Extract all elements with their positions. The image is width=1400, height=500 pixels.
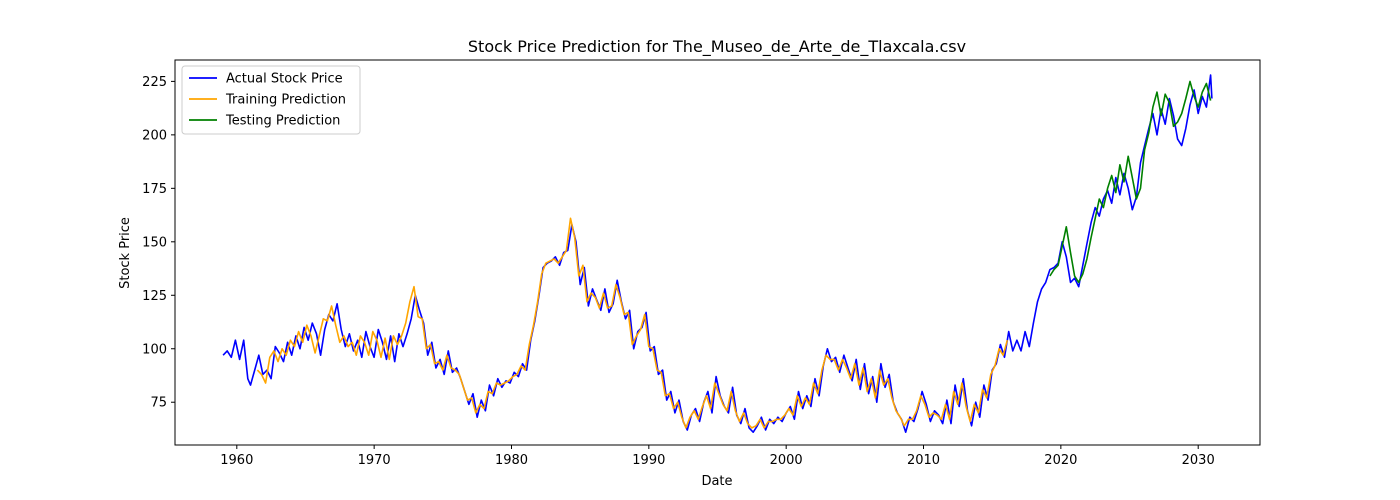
legend-label-actual-stock-price: Actual Stock Price (226, 72, 343, 87)
series-layer (222, 74, 1213, 434)
legend: Actual Stock Price Training Prediction Tes… (181, 65, 361, 135)
legend-label-testing-prediction: Testing Prediction (225, 114, 340, 129)
y-tick-label: 100 (142, 342, 167, 357)
x-tick-label: 2000 (770, 453, 803, 468)
y-tick-label: 150 (142, 235, 167, 250)
testing-prediction-line (1049, 80, 1212, 284)
plot-area (174, 59, 1261, 446)
x-tick-label: 1980 (495, 453, 528, 468)
x-tick-label: 2020 (1044, 453, 1077, 468)
y-tick-label: 225 (142, 75, 167, 90)
x-tick-label: 2010 (907, 453, 940, 468)
x-axis-title: Date (701, 474, 732, 489)
legend-box (181, 65, 361, 135)
actual-stock-price-line (222, 74, 1213, 434)
y-tick-label: 200 (142, 128, 167, 143)
chart-title: Stock Price Prediction for The_Museo_de_… (468, 37, 966, 57)
x-tick-label: 1960 (220, 453, 253, 468)
training-prediction-line (256, 217, 1009, 429)
legend-label-training-prediction: Training Prediction (225, 93, 346, 108)
y-axis-title: Stock Price (118, 217, 133, 289)
x-tick-label: 1990 (632, 453, 665, 468)
y-tick-label: 75 (150, 396, 167, 411)
x-tick-label: 1970 (358, 453, 391, 468)
x-axis: 1960 1970 1980 1990 2000 2010 2020 2030 (220, 445, 1215, 468)
y-axis: 75 100 125 150 175 200 225 (142, 75, 175, 411)
y-tick-label: 125 (142, 289, 167, 304)
y-tick-label: 175 (142, 182, 167, 197)
x-tick-label: 2030 (1182, 453, 1215, 468)
